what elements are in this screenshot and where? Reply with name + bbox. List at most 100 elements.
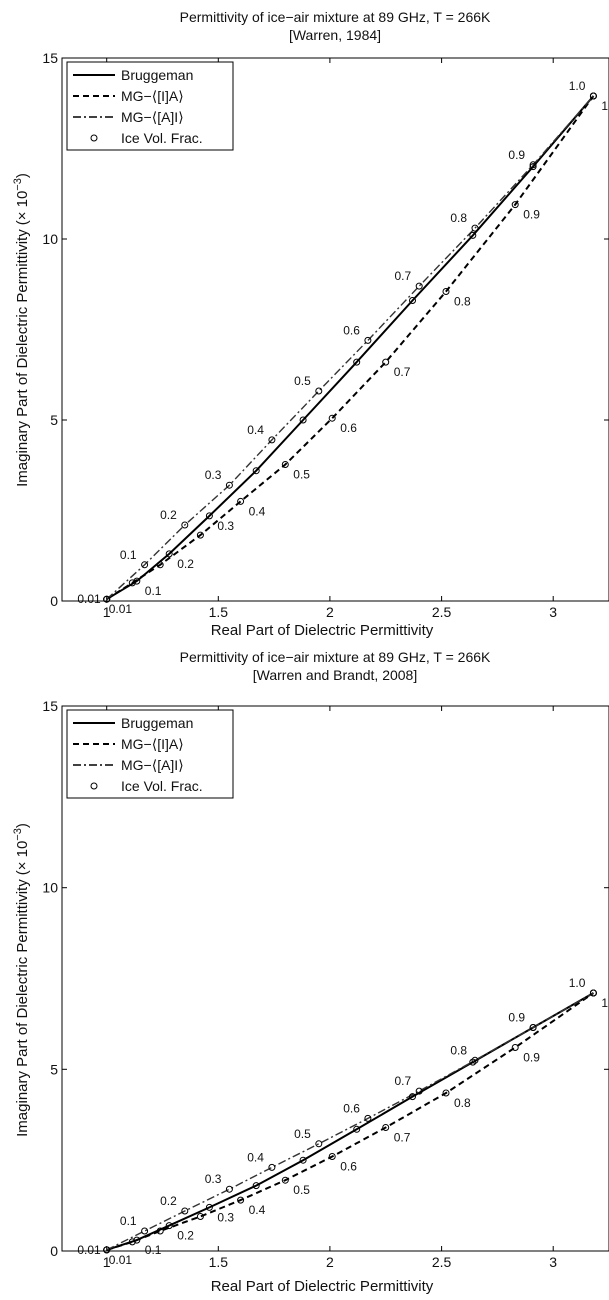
ice-frac-marker	[471, 224, 479, 232]
ice-frac-label: 0.1	[120, 548, 137, 562]
series-line-0	[106, 992, 594, 1251]
ice-frac-marker	[268, 1163, 276, 1171]
ice-frac-marker	[237, 497, 245, 505]
ice-frac-label: 0.5	[293, 1183, 310, 1197]
ice-frac-label: 0.2	[177, 557, 194, 571]
x-tick-label: 1.5	[209, 1254, 229, 1270]
chart-top-ylabel: Imaginary Part of Dielectric Permittivit…	[12, 173, 31, 487]
ice-frac-marker	[196, 531, 204, 539]
ice-frac-marker	[511, 201, 519, 209]
x-tick-label: 1	[103, 604, 111, 620]
ice-frac-marker	[315, 1140, 323, 1148]
chart-bottom-title: Permittivity of ice−air mixture at 89 GH…	[180, 649, 491, 665]
legend-label: MG−⟨[I]A⟩	[121, 736, 184, 752]
ice-frac-label: 0.9	[523, 1051, 540, 1065]
ice-frac-label: 0.3	[217, 519, 234, 533]
ice-frac-marker	[181, 521, 189, 529]
series-line-0	[106, 95, 595, 601]
ice-frac-marker	[511, 1044, 519, 1051]
ice-frac-label: 0.2	[160, 1194, 177, 1208]
ice-frac-marker	[529, 161, 537, 169]
ice-frac-marker	[415, 1087, 423, 1095]
ice-frac-label: 0.9	[523, 208, 540, 222]
ice-frac-marker	[128, 579, 136, 587]
x-tick-label: 2.5	[432, 604, 452, 620]
ice-frac-label: 0.7	[395, 1074, 412, 1088]
ice-frac-marker	[252, 467, 260, 475]
x-tick-label: 2	[326, 604, 334, 620]
chart-bottom: Permittivity of ice−air mixture at 89 GH…	[12, 649, 609, 1295]
chart-bottom-xlabel: Real Part of Dielectric Permittivity	[211, 1278, 434, 1295]
ice-frac-marker	[205, 1203, 213, 1211]
x-tick-label: 1	[103, 1254, 111, 1270]
ice-frac-label: 0.3	[217, 1210, 234, 1224]
legend-label: Ice Vol. Frac.	[121, 778, 203, 794]
ice-frac-marker	[156, 561, 164, 569]
ice-frac-label: 0.2	[177, 1229, 194, 1243]
ice-frac-label: 0.4	[249, 505, 266, 519]
chart-bottom-ylabel: Imaginary Part of Dielectric Permittivit…	[12, 823, 31, 1137]
ice-frac-marker	[382, 358, 390, 366]
ice-frac-label: 0.1	[145, 584, 162, 598]
ice-frac-label: 0.4	[247, 423, 264, 437]
x-tick-label: 2.5	[432, 1254, 452, 1270]
legend-label: MG−⟨[A]I⟩	[121, 109, 184, 125]
ice-frac-label: 0.1	[120, 1214, 137, 1228]
chart-bottom-subtitle: [Warren and Brandt, 2008]	[253, 667, 417, 683]
y-tick-label: 15	[42, 50, 58, 66]
ice-frac-marker	[181, 1207, 189, 1215]
legend-label: Bruggeman	[121, 67, 193, 83]
ice-frac-marker	[353, 1125, 361, 1133]
ice-frac-marker	[364, 1114, 372, 1122]
ice-frac-marker	[133, 1236, 141, 1244]
series-line-1	[106, 95, 595, 601]
ice-frac-marker	[315, 387, 323, 395]
ice-frac-label: 0.1	[145, 1243, 162, 1257]
ice-frac-marker	[409, 297, 416, 304]
ice-frac-label: 0.8	[454, 295, 471, 309]
legend-label: Bruggeman	[121, 715, 193, 731]
ice-frac-marker	[281, 1176, 289, 1184]
ice-frac-marker	[299, 416, 307, 424]
ice-frac-label: 0.01	[77, 592, 101, 606]
ice-frac-marker	[225, 1185, 233, 1193]
ice-frac-marker	[165, 550, 173, 558]
ice-frac-marker	[471, 1056, 479, 1064]
ice-frac-label: 0.8	[454, 1096, 471, 1110]
series-line-2	[106, 992, 594, 1251]
ice-frac-label: 0.7	[394, 1131, 411, 1145]
ice-frac-marker	[299, 1156, 307, 1164]
ice-frac-marker	[589, 989, 597, 997]
ice-frac-marker	[469, 1058, 477, 1066]
ice-frac-label: 0.9	[508, 1011, 525, 1025]
ice-frac-label: 0.5	[293, 468, 310, 482]
legend-label: MG−⟨[I]A⟩	[121, 88, 184, 104]
ice-frac-label: 0.6	[340, 1160, 357, 1174]
ice-frac-marker	[205, 512, 213, 520]
ice-frac-label: 1.0	[569, 79, 586, 93]
ice-frac-label: 0.01	[77, 1243, 101, 1257]
ice-frac-marker	[328, 1153, 336, 1160]
ice-frac-label: 1.0	[601, 996, 609, 1010]
ice-frac-label: 0.6	[343, 323, 360, 337]
ice-frac-label: 0.8	[450, 211, 467, 225]
ice-frac-label: 0.8	[450, 1043, 467, 1057]
legend-marker-ice-frac	[90, 134, 98, 142]
y-tick-label: 10	[42, 880, 58, 896]
ice-frac-label: 1.0	[569, 976, 586, 990]
ice-frac-marker	[469, 231, 477, 239]
ice-frac-marker	[196, 1213, 204, 1220]
ice-frac-marker	[442, 1089, 450, 1097]
ice-frac-marker	[225, 481, 233, 489]
ice-frac-label: 0.6	[340, 421, 357, 435]
x-tick-label: 3	[549, 604, 557, 620]
ice-frac-label: 0.6	[343, 1101, 360, 1115]
ice-frac-label: 0.5	[294, 374, 311, 388]
chart-top-legend: Bruggeman MG−⟨[I]A⟩ MG−⟨[A]I⟩ Ice Vol. F…	[66, 61, 234, 151]
ice-frac-label: 0.9	[508, 148, 525, 162]
legend-label: Ice Vol. Frac.	[121, 130, 203, 146]
series-line-1	[106, 992, 594, 1251]
y-tick-label: 5	[50, 1061, 58, 1077]
ice-frac-label: 0.7	[395, 269, 412, 283]
